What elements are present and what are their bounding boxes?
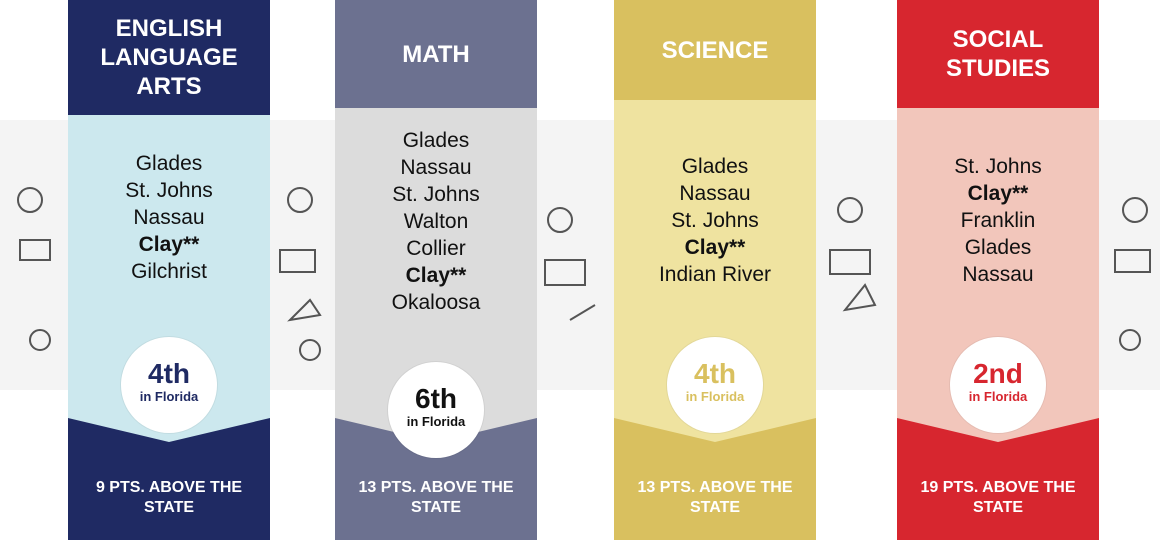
district: Clay** <box>68 231 270 258</box>
rank-note: in Florida <box>121 389 217 405</box>
district: Walton <box>335 208 537 235</box>
infographic: ENGLISH LANGUAGE ARTSGladesSt. JohnsNass… <box>0 0 1160 540</box>
district: Nassau <box>335 154 537 181</box>
district: Nassau <box>897 261 1099 288</box>
district: St. Johns <box>68 177 270 204</box>
district: Collier <box>335 235 537 262</box>
district: Clay** <box>897 180 1099 207</box>
subject-title: SOCIAL STUDIES <box>897 0 1099 108</box>
footer-text: 13 PTS. ABOVE THE STATE <box>335 478 537 518</box>
subject-title: ENGLISH LANGUAGE ARTS <box>68 0 270 115</box>
rank: 4th <box>667 359 763 389</box>
district: Clay** <box>335 262 537 289</box>
district: Gilchrist <box>68 258 270 285</box>
district: Nassau <box>614 180 816 207</box>
rank-note: in Florida <box>388 414 484 430</box>
district: St. Johns <box>614 207 816 234</box>
rank-note: in Florida <box>950 389 1046 405</box>
rank: 2nd <box>950 359 1046 389</box>
district: Glades <box>897 234 1099 261</box>
district: Nassau <box>68 204 270 231</box>
footer-text: 13 PTS. ABOVE THE STATE <box>614 478 816 518</box>
rank: 4th <box>121 359 217 389</box>
footer-text: 19 PTS. ABOVE THE STATE <box>897 478 1099 518</box>
subject-title: SCIENCE <box>614 0 816 100</box>
rank-note: in Florida <box>667 389 763 405</box>
footer-text: 9 PTS. ABOVE THE STATE <box>68 478 270 518</box>
district: Okaloosa <box>335 289 537 316</box>
district: St. Johns <box>335 181 537 208</box>
district: Glades <box>614 153 816 180</box>
rank: 6th <box>388 384 484 414</box>
district: Glades <box>68 150 270 177</box>
district: Glades <box>335 127 537 154</box>
district: Indian River <box>614 261 816 288</box>
district: Franklin <box>897 207 1099 234</box>
subject-title: MATH <box>335 0 537 108</box>
district: Clay** <box>614 234 816 261</box>
district: St. Johns <box>897 153 1099 180</box>
